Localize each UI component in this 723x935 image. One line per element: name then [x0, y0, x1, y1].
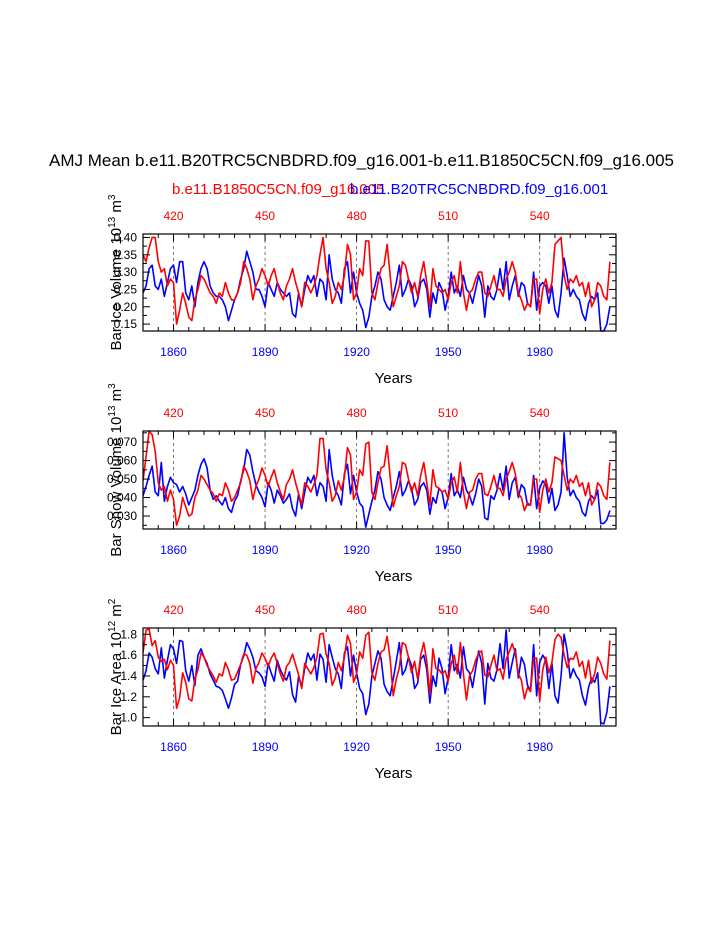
subtitle-blue-case: b.e11.B20TRC5CNBDRD.f09_g16.001 [350, 181, 609, 198]
y-tick-label: 0.20 [114, 300, 138, 314]
y-axis-title: Bar Ice Area 1012 m2 [107, 598, 125, 735]
figure-title: AMJ Mean b.e11.B20TRC5CNBDRD.f09_g16.001… [49, 151, 674, 170]
subtitle-red-case: b.e11.B1850C5CN.f09_g16.005 [172, 181, 385, 198]
x-top-tick-label: 510 [438, 209, 458, 223]
x-bottom-tick-label: 1860 [160, 345, 187, 359]
x-top-tick-label: 510 [438, 603, 458, 617]
x-bottom-tick-label: 1860 [160, 740, 187, 754]
x-top-tick-label: 420 [164, 406, 184, 420]
y-axis-title-exponent: 3 [107, 383, 118, 389]
mask-right [616, 598, 723, 756]
panel-2: 1860 1890 1920 1950 1980 420 450 480 510 540 0.030… [0, 383, 723, 585]
x-bottom-tick-label: 1890 [252, 543, 279, 557]
y-axis-title-exponent: 13 [107, 405, 118, 417]
x-bottom-tick-label: 1860 [160, 543, 187, 557]
panel-3: 1860 1890 1920 1950 1980 420 450 480 510 540 1.0 1.… [0, 598, 723, 782]
y-axis-title-part: Bar Snow Volume 10 [108, 417, 125, 557]
y-axis-title-part: m [108, 200, 125, 217]
y-tick-label: 0.25 [114, 282, 138, 296]
x-bottom-tick-label: 1950 [435, 345, 462, 359]
y-tick-label: 0.030 [107, 509, 137, 523]
plot-frame [142, 430, 617, 530]
x-top-tick-label: 450 [255, 406, 275, 420]
y-tick-label: 0.070 [107, 435, 137, 449]
series-line-red [142, 430, 611, 527]
x-bottom-tick-label: 1980 [526, 543, 553, 557]
series-line-red [142, 628, 611, 710]
mask-right [616, 401, 723, 559]
plot-frame [142, 627, 617, 727]
mask-right [616, 204, 723, 361]
y-tick-label: 0.40 [114, 230, 138, 244]
x-top-tick-label: 510 [438, 406, 458, 420]
y-tick-label: 0.35 [114, 248, 138, 262]
x-bottom-tick-label: 1980 [526, 740, 553, 754]
y-tick-label: 0.15 [114, 317, 138, 331]
x-top-tick-label: 480 [347, 603, 367, 617]
y-tick-label: 0.050 [107, 472, 137, 486]
y-tick-label: 1.0 [120, 711, 137, 725]
x-top-tick-label: 540 [530, 406, 550, 420]
x-axis-title: Years [375, 765, 413, 782]
mask-left [0, 401, 143, 559]
y-axis-title-exponent: 13 [107, 216, 118, 228]
x-top-tick-label: 420 [164, 603, 184, 617]
x-top-tick-label: 450 [255, 209, 275, 223]
x-bottom-tick-label: 1950 [435, 740, 462, 754]
mask-left [0, 598, 143, 756]
mask-left [0, 204, 143, 361]
x-bottom-tick-label: 1920 [343, 543, 370, 557]
y-tick-label: 1.8 [120, 627, 137, 641]
y-axis-title-part: m [108, 604, 125, 621]
y-axis-title-exponent: 2 [107, 598, 118, 604]
x-top-tick-label: 540 [530, 209, 550, 223]
x-top-tick-label: 480 [347, 406, 367, 420]
y-tick-label: 0.060 [107, 454, 137, 468]
x-bottom-tick-label: 1950 [435, 543, 462, 557]
y-axis-title-part: Bar Ice Volume 10 [108, 228, 125, 351]
series-line-red [142, 236, 611, 325]
x-bottom-tick-label: 1890 [252, 345, 279, 359]
x-bottom-tick-label: 1920 [343, 345, 370, 359]
x-axis-title: Years [375, 568, 413, 585]
y-tick-label: 0.30 [114, 265, 138, 279]
x-top-tick-label: 540 [530, 603, 550, 617]
y-tick-label: 1.2 [120, 690, 137, 704]
x-top-tick-label: 420 [164, 209, 184, 223]
panel-1: 1860 1890 1920 1950 1980 420 450 480 510 540 0.15 0… [0, 194, 723, 387]
y-tick-label: 1.4 [120, 669, 137, 683]
y-tick-label: 1.6 [120, 648, 137, 662]
x-top-tick-label: 450 [255, 603, 275, 617]
x-bottom-tick-label: 1890 [252, 740, 279, 754]
plot-frame [142, 233, 617, 332]
y-axis-title-exponent: 3 [107, 194, 118, 200]
y-axis-title-part: Bar Ice Area 10 [108, 632, 125, 735]
x-bottom-tick-label: 1920 [343, 740, 370, 754]
y-axis-title-part: m [108, 389, 125, 406]
y-tick-label: 0.040 [107, 491, 137, 505]
x-top-tick-label: 480 [347, 209, 367, 223]
x-bottom-tick-label: 1980 [526, 345, 553, 359]
y-axis-title: Bar Snow Volume 1013 m3 [107, 383, 125, 557]
x-axis-title: Years [375, 370, 413, 387]
y-axis-title: Bar Ice Volume 1013 m3 [107, 194, 125, 350]
y-axis-title-exponent: 12 [107, 620, 118, 632]
